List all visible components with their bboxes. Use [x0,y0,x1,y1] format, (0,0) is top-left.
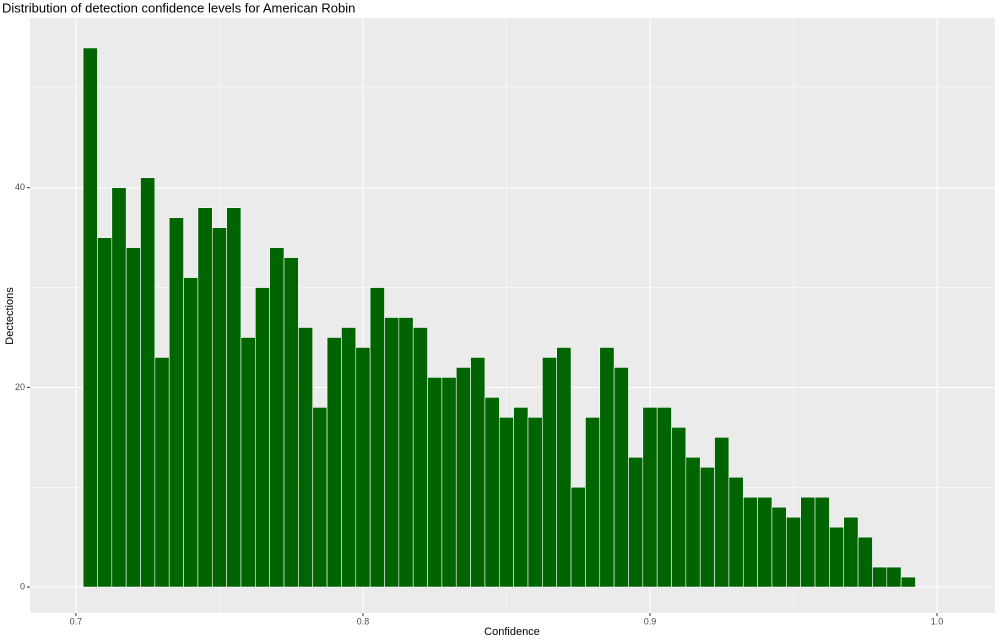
bar [240,337,256,588]
bar [685,456,701,588]
bar [255,287,270,588]
bar [111,187,127,588]
bar [786,516,801,588]
bar [211,227,227,588]
bar [728,476,744,588]
y-tick-label: 0 [20,581,25,591]
bar [427,377,443,588]
bar [800,496,816,588]
bar [355,347,371,588]
bar [742,496,758,588]
bar [714,436,730,588]
chart-title: Distribution of detection confidence lev… [2,0,355,15]
bar [441,377,457,588]
bar [527,417,543,588]
bar [398,317,414,588]
bar [585,417,601,588]
bar [556,347,572,588]
bar [757,496,773,588]
bar [829,526,845,588]
bar [283,257,299,588]
y-tick-label: 20 [15,382,25,392]
bar [226,207,242,588]
bar [97,237,113,588]
bar [412,327,428,588]
bar [900,576,916,588]
y-tick-label: 40 [15,182,25,192]
bar [542,357,558,588]
bar [384,317,400,588]
bar [470,357,486,588]
bar [82,47,98,588]
bar [599,347,615,588]
bar [656,407,672,588]
bar [298,327,314,588]
x-tick-label: 0.8 [357,616,370,626]
bar [872,566,888,588]
bar [154,357,170,588]
bar [628,456,644,588]
bar [570,486,586,588]
bar [369,287,385,588]
bar [484,397,500,588]
bar [857,536,873,588]
bar [498,417,514,588]
x-tick-label: 0.7 [70,616,83,626]
bar [183,277,199,588]
bar [326,337,342,588]
bar [814,496,830,588]
bar [197,207,213,588]
bar [671,427,687,588]
bar [125,247,141,588]
bar [771,506,787,588]
bar [613,367,629,588]
bar [513,407,529,588]
x-axis-title: Confidence [484,626,540,638]
bar [341,327,357,588]
bar [843,516,859,588]
bar [642,407,658,588]
bar [886,566,902,588]
bar [455,367,471,588]
bar [140,177,156,588]
bar [699,466,715,588]
bar [168,217,184,588]
bar [269,247,285,588]
y-axis-title: Dectections [4,287,16,345]
x-tick-label: 1.0 [931,616,944,626]
x-tick-label: 0.9 [644,616,657,626]
bar [312,407,328,588]
